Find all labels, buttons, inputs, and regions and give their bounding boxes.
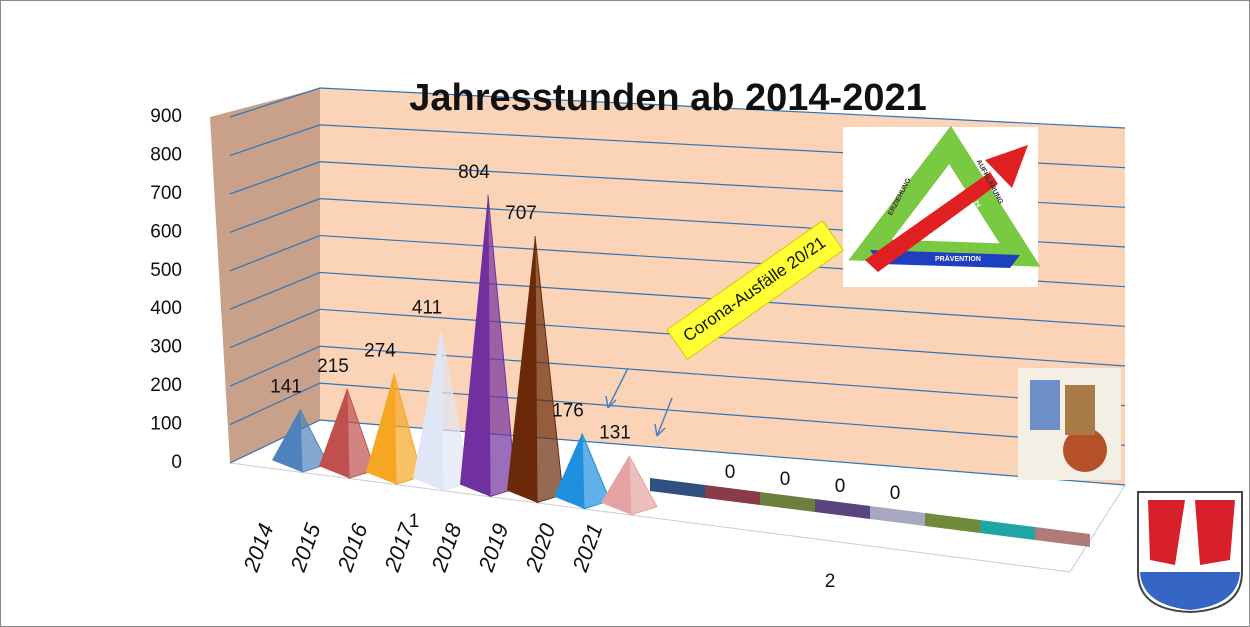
floor-strips — [650, 478, 1090, 547]
logo: BRANDSCHUTZ PRÄVENTION AUFKLÄRUNG ERZIEH… — [843, 125, 1041, 287]
data-label: 0 — [725, 462, 736, 483]
arrow — [654, 397, 673, 437]
data-label: 0 — [780, 469, 791, 490]
annotation-bg — [666, 220, 844, 360]
left-wall — [210, 88, 320, 463]
crest — [1018, 368, 1121, 480]
pyramid — [272, 409, 329, 473]
pyramid — [601, 455, 658, 516]
pyramid-face — [601, 455, 631, 515]
data-label: 274 — [364, 341, 396, 362]
y-tick-label: 100 — [150, 414, 182, 435]
pyramid-face — [272, 409, 302, 473]
floor-bar — [760, 492, 815, 512]
y-tick-label: 800 — [150, 144, 182, 165]
data-label: 141 — [270, 376, 302, 397]
marks — [272, 194, 925, 526]
arrows — [605, 367, 673, 437]
pyramid-face — [366, 373, 396, 485]
pyramid-face — [460, 195, 490, 497]
coat-of-arms — [1137, 491, 1243, 614]
grid-line — [229, 419, 1126, 486]
pyramid-face — [487, 194, 517, 498]
arrow — [605, 367, 629, 409]
data-label: 0 — [835, 476, 846, 497]
data-label: 176 — [552, 400, 584, 421]
y-tick-label: 200 — [150, 375, 182, 396]
pyramid-face — [299, 409, 329, 473]
grid-line — [229, 382, 1126, 446]
pyramid-face — [581, 433, 611, 510]
pyramid-face — [440, 330, 470, 492]
pyramid-face — [346, 388, 376, 479]
y-tick-label: 500 — [150, 260, 182, 281]
pyramid — [366, 373, 423, 485]
crest-flag — [1030, 380, 1060, 430]
y-tick-label: 300 — [150, 337, 182, 358]
y-tick-label: 900 — [150, 106, 182, 127]
pyramid-face — [534, 236, 564, 504]
data-label: 131 — [599, 423, 631, 444]
grid-line — [229, 308, 1126, 367]
grid-line — [229, 87, 1126, 129]
logo-band — [870, 250, 1020, 268]
pyramid-face — [507, 236, 537, 503]
y-tick-label: 600 — [150, 221, 182, 242]
pyramid — [554, 433, 611, 510]
floor-bar — [705, 485, 760, 505]
crest-figure — [1065, 385, 1095, 435]
pyramid-face — [554, 433, 584, 509]
y-tick-label: 0 — [171, 452, 182, 473]
data-label: 707 — [505, 203, 537, 224]
logo-arrow — [865, 172, 998, 272]
pyramid — [460, 194, 517, 498]
logo-arrow-head — [985, 145, 1028, 188]
shield-lions — [1148, 500, 1235, 565]
pyramid-face — [413, 330, 443, 491]
pyramid-face — [393, 373, 423, 485]
floor-strip — [1035, 527, 1090, 547]
pyramid — [413, 330, 470, 492]
pyramid-face — [628, 455, 658, 516]
floor-bar — [870, 506, 925, 526]
crest-shield — [1063, 428, 1107, 472]
data-label: 0 — [890, 483, 901, 504]
data-label: 215 — [317, 356, 349, 377]
depth-label: 1 — [409, 511, 420, 532]
pyramid-face — [319, 388, 349, 479]
depth-label: 2 — [825, 571, 836, 592]
floor-bar — [815, 499, 870, 519]
grid-line — [229, 345, 1126, 407]
pyramid — [319, 388, 376, 479]
shield-lozenges — [1140, 572, 1240, 610]
y-tick-label: 700 — [150, 183, 182, 204]
chart-title: Jahresstunden ab 2014-2021 — [409, 77, 927, 119]
data-label: 411 — [412, 297, 442, 318]
floor-strip — [980, 520, 1035, 540]
grid-line — [229, 271, 1126, 327]
data-label: 804 — [458, 162, 490, 183]
y-tick-label: 400 — [150, 298, 182, 319]
pyramid — [507, 236, 564, 504]
floor-strip — [650, 478, 705, 498]
floor-strip — [925, 513, 980, 533]
logo-text: PRÄVENTION — [935, 255, 981, 263]
